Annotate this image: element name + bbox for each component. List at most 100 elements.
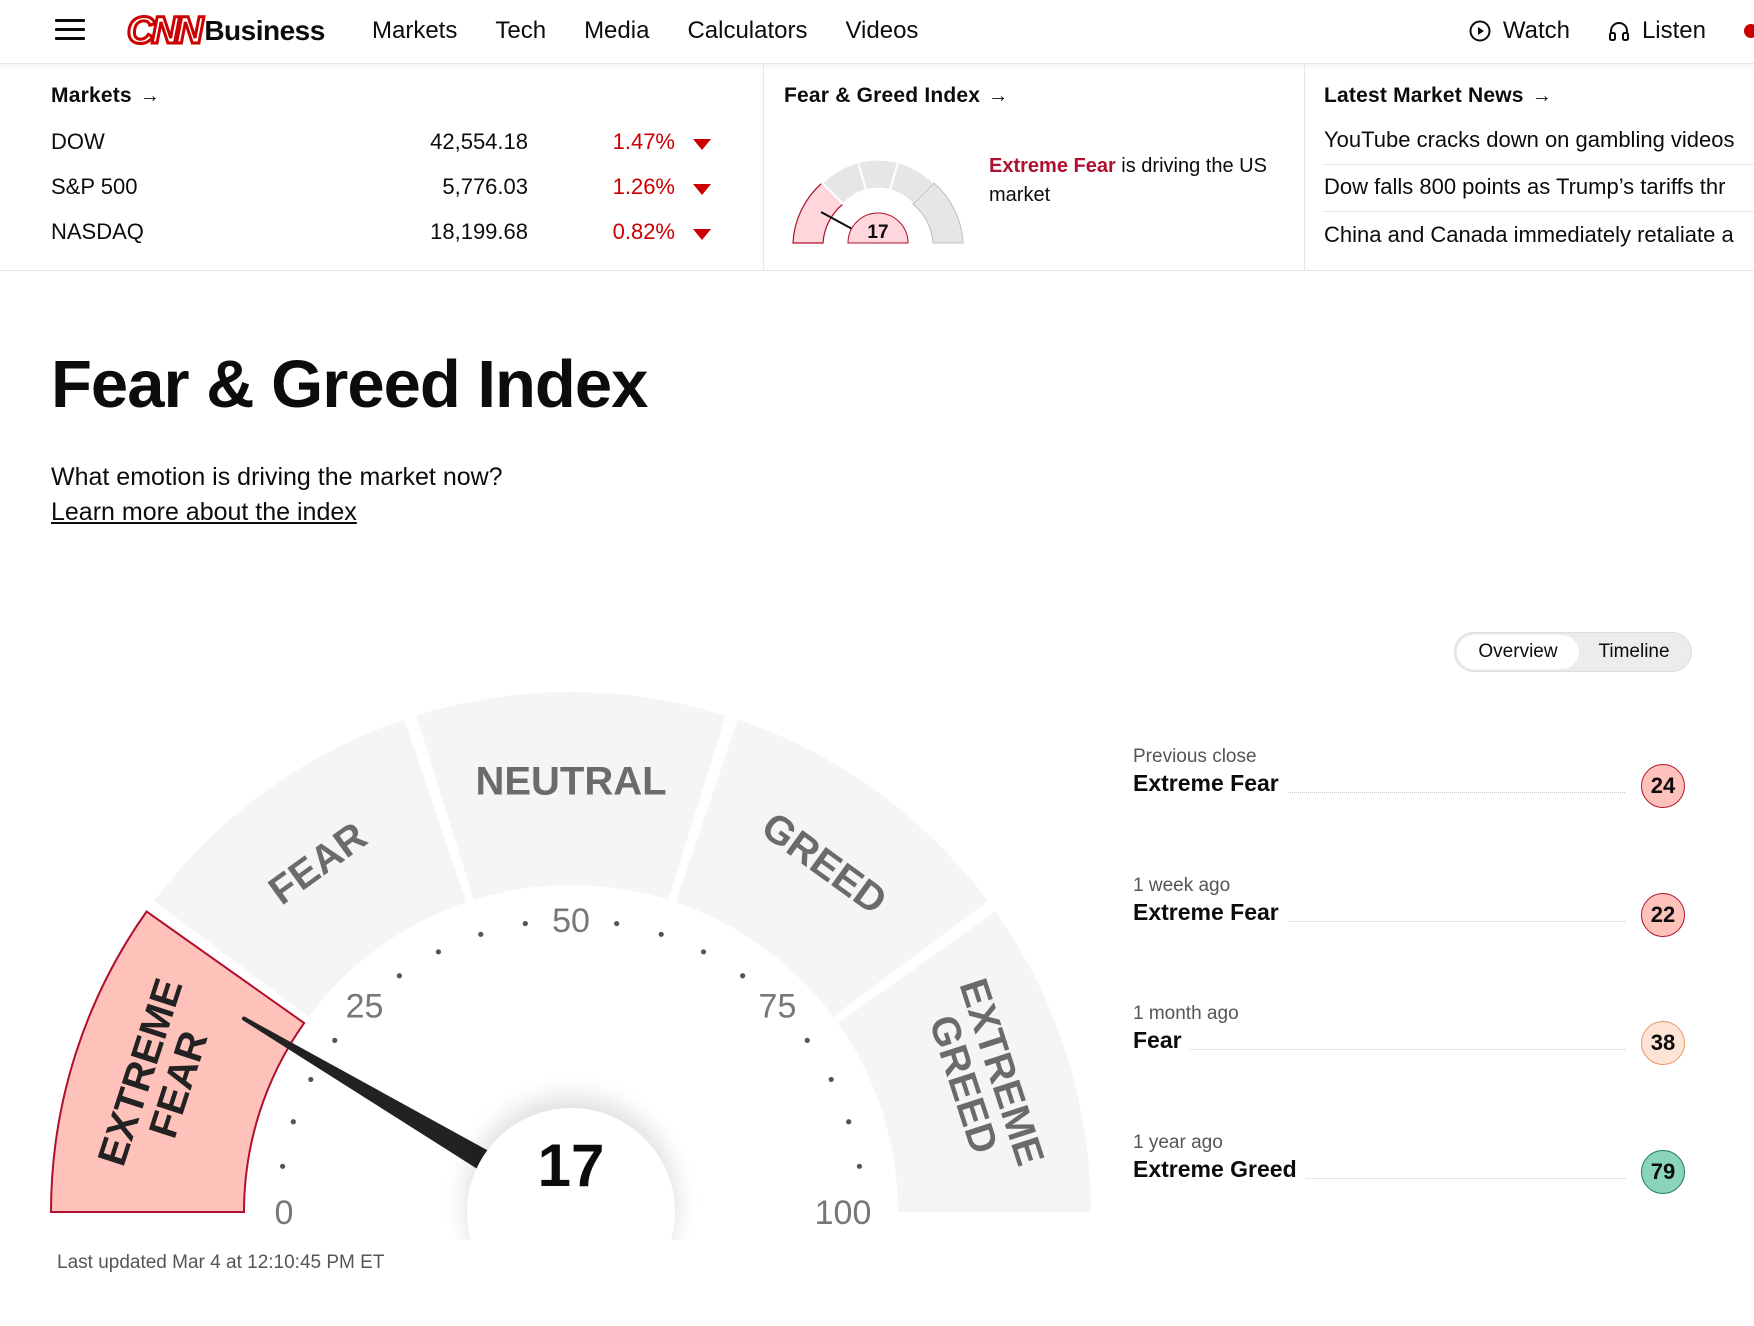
gauge-dot (290, 1119, 296, 1125)
gauge-dot (308, 1076, 314, 1083)
history-1-year: 1 year ago Extreme Greed 79 (1133, 1132, 1685, 1222)
mini-gauge-segment-extreme-greed (912, 182, 964, 244)
watch-label: Watch (1502, 17, 1570, 44)
history-score-badge: 79 (1641, 1150, 1685, 1194)
gauge-segment-fear (154, 719, 467, 1017)
market-name: S&P 500 (51, 174, 138, 199)
down-triangle-icon (693, 229, 711, 240)
market-value: 5,776.03 (442, 174, 528, 199)
latest-news-panel: Latest Market News → YouTube cracks down … (1305, 64, 1754, 271)
history-label: 1 year ago (1133, 1132, 1223, 1153)
tab-timeline[interactable]: Timeline (1598, 641, 1670, 662)
gauge-center-disc (467, 1108, 675, 1240)
news-item[interactable]: Dow falls 800 points as Trump’s tariffs … (1324, 174, 1726, 199)
gauge-dot (279, 1163, 286, 1169)
history-status: Extreme Greed (1133, 1156, 1305, 1183)
gauge-dot (435, 949, 442, 955)
gauge-tick-label: 100 (815, 1194, 872, 1232)
header-actions: Watch Listen (1469, 14, 1754, 48)
news-item[interactable]: YouTube cracks down on gambling videos (1324, 127, 1735, 152)
gauge-dot (804, 1037, 810, 1043)
market-strip: Markets → DOW 42,554.18 1.47% S&P 500 5,7… (0, 64, 1754, 271)
tab-overview[interactable]: Overview (1457, 635, 1579, 669)
nav-videos[interactable]: Videos (845, 17, 919, 44)
market-change: 1.26% (612, 174, 675, 199)
latest-news-link[interactable]: Latest Market News → (1324, 84, 1552, 108)
fear-greed-mini-panel: Fear & Greed Index → 17 Extreme Fear is d… (764, 64, 1305, 271)
fear-greed-gauge: EXTREMEFEARFEARNEUTRALGREEDEXTREMEGREED … (49, 692, 1091, 1240)
gauge-segment-extreme-greed (837, 911, 1091, 1212)
gauge-dot (332, 1037, 338, 1043)
arrow-right-icon: → (988, 84, 1009, 107)
down-triangle-icon (693, 139, 711, 150)
mini-gauge-center (847, 212, 909, 244)
dotted-leader (1133, 1178, 1625, 1179)
gauge-dot (478, 931, 484, 937)
gauge-needle (241, 1016, 501, 1176)
mini-gauge[interactable]: 17 (788, 148, 988, 258)
watch-button[interactable]: Watch (1469, 14, 1570, 48)
market-change: 1.47% (612, 129, 675, 154)
divider (1324, 211, 1754, 212)
site-header: CNN Business Markets Tech Media Calculat… (0, 0, 1754, 64)
gauge-dot (614, 920, 620, 927)
history-status: Extreme Fear (1133, 899, 1287, 926)
fear-greed-mini-rest: is driving the US market (989, 155, 1267, 206)
latest-news-title: Latest Market News (1324, 84, 1524, 107)
history-label: Previous close (1133, 746, 1257, 767)
market-row-sp500[interactable]: S&P 500 5,776.03 1.26% (51, 174, 711, 204)
market-value: 18,199.68 (430, 219, 528, 244)
dotted-leader (1133, 1049, 1625, 1050)
page-title: Fear & Greed Index (51, 347, 648, 422)
cnn-logo-mark: CNN (125, 10, 204, 53)
gauge-dot (828, 1076, 834, 1083)
markets-panel: Markets → DOW 42,554.18 1.47% S&P 500 5,7… (0, 64, 764, 271)
gauge-tick-label: 0 (275, 1194, 294, 1232)
nav-markets[interactable]: Markets (372, 17, 458, 44)
gauge-dot (700, 949, 707, 955)
news-item[interactable]: China and Canada immediately retaliate a (1324, 222, 1734, 247)
history-status: Fear (1133, 1027, 1190, 1054)
markets-title: Markets (51, 84, 132, 107)
gauge-tick-label: 25 (346, 988, 384, 1026)
listen-label: Listen (1641, 17, 1706, 44)
markets-link[interactable]: Markets → (51, 84, 160, 108)
gauge-dot (856, 1163, 863, 1169)
nav-tech[interactable]: Tech (495, 17, 547, 44)
dotted-leader (1133, 792, 1625, 793)
history-score-badge: 38 (1641, 1021, 1685, 1065)
logo-business-text: Business (204, 15, 325, 46)
market-name: NASDAQ (51, 219, 144, 244)
dotted-leader (1133, 921, 1625, 922)
down-triangle-icon (693, 184, 711, 195)
history-label: 1 month ago (1133, 1003, 1239, 1024)
listen-button[interactable]: Listen (1608, 14, 1706, 48)
play-circle-icon (1469, 20, 1491, 42)
history-label: 1 week ago (1133, 875, 1231, 896)
fear-greed-link[interactable]: Fear & Greed Index → (784, 84, 1008, 108)
gauge-tick-label: 50 (552, 902, 590, 940)
gauge-segment-greed (675, 719, 988, 1017)
market-value: 42,554.18 (430, 129, 528, 154)
market-row-dow[interactable]: DOW 42,554.18 1.47% (51, 129, 711, 159)
gauge-segment-extreme-fear (49, 910, 306, 1213)
cnn-business-logo[interactable]: CNN Business (125, 10, 325, 53)
mini-gauge-value: 17 (867, 222, 888, 243)
main-nav: Markets Tech Media Calculators Videos (372, 14, 956, 48)
learn-more-link[interactable]: Learn more about the index (51, 498, 357, 526)
arrow-right-icon: → (139, 84, 160, 107)
gauge-dot (846, 1119, 852, 1125)
last-updated: Last updated Mar 4 at 12:10:45 PM ET (57, 1252, 385, 1273)
menu-icon[interactable] (55, 17, 85, 41)
page-subtitle: What emotion is driving the market now? (51, 463, 503, 491)
market-row-nasdaq[interactable]: NASDAQ 18,199.68 0.82% (51, 219, 711, 249)
nav-calculators[interactable]: Calculators (687, 17, 808, 44)
history-score-badge: 22 (1641, 893, 1685, 937)
nav-media[interactable]: Media (584, 17, 650, 44)
gauge-segment-neutral (416, 692, 726, 900)
live-indicator-icon[interactable] (1744, 24, 1754, 38)
market-name: DOW (51, 129, 105, 154)
fear-greed-mini-title: Fear & Greed Index (784, 84, 981, 107)
gauge-dot (740, 973, 746, 979)
gauge-dot (396, 973, 402, 979)
